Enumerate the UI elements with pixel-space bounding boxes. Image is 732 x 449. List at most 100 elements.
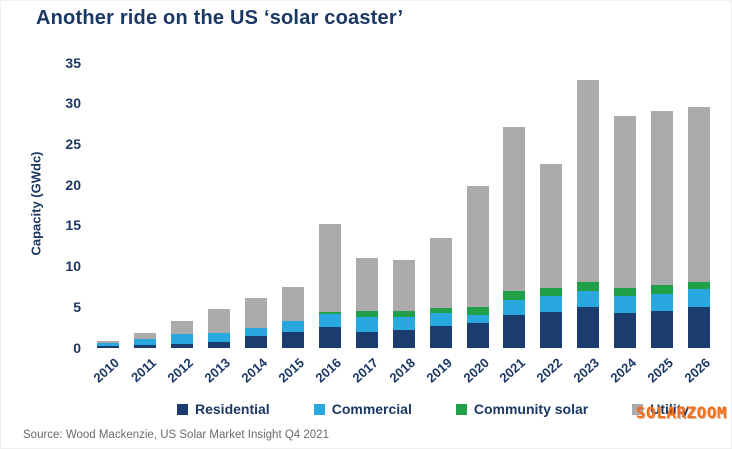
bar-2014 <box>244 297 267 348</box>
bar-segment-utility <box>97 341 119 344</box>
y-tick-15: 15 <box>65 217 81 234</box>
x-axis-labels: 2010 2011 2012 2013 2014 2015 2016 2017 2018 2019… <box>86 352 716 398</box>
bar-segment-residential <box>429 326 452 348</box>
bar-segment-utility <box>244 297 267 329</box>
bar-segment-utility <box>503 127 526 292</box>
legend-label: Community solar <box>473 401 589 417</box>
legend-label: Residential <box>195 401 270 417</box>
y-tick-20: 20 <box>65 176 81 193</box>
bar-2012 <box>170 321 193 348</box>
bar-segment-community-solar <box>540 288 563 297</box>
bar-2019 <box>429 237 452 348</box>
bar-segment-residential <box>133 345 156 348</box>
x-tick-2021: 2021 <box>496 355 529 386</box>
legend-label: Commercial <box>331 401 412 417</box>
bar-2025 <box>651 111 674 348</box>
bar-segment-residential <box>355 331 378 348</box>
bar-2013 <box>207 309 230 348</box>
bar-segment-community-solar <box>429 307 452 313</box>
x-tick-2013: 2013 <box>201 355 233 386</box>
bar-segment-commercial <box>540 296 563 312</box>
bar-segment-commercial <box>244 328 267 336</box>
bar-segment-utility <box>318 224 341 312</box>
bar-segment-utility <box>614 116 637 289</box>
bar-segment-community-solar <box>466 306 489 315</box>
bar-segment-utility <box>688 106 711 283</box>
x-tick-2020: 2020 <box>460 355 492 386</box>
bar-segment-residential <box>281 331 304 348</box>
plot-area <box>86 63 716 348</box>
x-tick-2022: 2022 <box>533 355 566 386</box>
bar-2023 <box>577 80 600 348</box>
x-tick-2019: 2019 <box>423 355 455 386</box>
bar-segment-commercial <box>651 293 674 311</box>
bar-segment-residential <box>540 311 563 348</box>
watermark: SOLARZOOM <box>635 403 727 422</box>
bar-2011 <box>133 332 156 348</box>
x-tick-2017: 2017 <box>349 355 381 386</box>
bar-segment-community-solar <box>614 288 637 296</box>
y-tick-5: 5 <box>73 298 81 315</box>
bar-segment-commercial <box>466 314 489 323</box>
bar-segment-residential <box>466 322 489 348</box>
y-tick-10: 10 <box>65 258 81 275</box>
bar-segment-residential <box>614 313 637 348</box>
bar-2017 <box>355 258 378 348</box>
y-tick-30: 30 <box>65 95 81 112</box>
x-tick-2025: 2025 <box>644 355 677 386</box>
legend-item-community-solar: Community solar <box>455 401 589 417</box>
bar-segment-residential <box>651 310 674 348</box>
x-tick-2012: 2012 <box>164 355 196 386</box>
bar-segment-residential <box>207 341 230 348</box>
bar-segment-commercial <box>614 295 637 314</box>
bar-segment-community-solar <box>503 291 526 300</box>
bar-segment-commercial <box>355 317 378 332</box>
bar-segment-utility <box>355 258 378 312</box>
community-solar-swatch-icon <box>455 403 467 415</box>
bar-segment-commercial <box>281 320 304 332</box>
x-tick-2026: 2026 <box>681 355 714 386</box>
bar-segment-commercial <box>207 332 230 342</box>
y-axis-ticks: 0 5 10 15 20 25 30 35 <box>1 1 81 448</box>
utility-swatch-icon <box>632 403 644 415</box>
bar-2020 <box>466 185 489 348</box>
x-tick-2023: 2023 <box>570 355 603 386</box>
bar-segment-commercial <box>392 316 415 331</box>
bar-segment-utility <box>577 80 600 283</box>
bar-segment-commercial <box>97 343 119 346</box>
bar-segment-community-solar <box>318 311 341 314</box>
bar-2016 <box>318 224 341 348</box>
bar-segment-residential <box>392 330 415 348</box>
source-text: Source: Wood Mackenzie, US Solar Market … <box>23 429 329 441</box>
bar-2018 <box>392 260 415 348</box>
bar-segment-utility <box>540 163 563 289</box>
bar-2010 <box>97 341 119 348</box>
bar-segment-commercial <box>170 334 193 344</box>
bar-segment-residential <box>170 343 193 348</box>
bar-segment-commercial <box>577 291 600 308</box>
bar-2026 <box>688 106 711 348</box>
bar-segment-commercial <box>133 339 156 346</box>
bar-segment-community-solar <box>651 285 674 294</box>
bar-segment-utility <box>170 321 193 335</box>
bar-segment-community-solar <box>355 311 378 318</box>
bar-segment-utility <box>133 332 156 340</box>
residential-swatch-icon <box>177 403 188 415</box>
bar-segment-community-solar <box>392 311 415 317</box>
legend: Residential Commercial Community solar U… <box>177 401 689 417</box>
x-tick-2014: 2014 <box>238 355 270 386</box>
bar-segment-community-solar <box>688 282 711 290</box>
x-tick-2016: 2016 <box>312 355 344 386</box>
bar-2021 <box>503 127 526 348</box>
bar-2022 <box>540 163 563 348</box>
bar-2015 <box>281 286 304 348</box>
bar-segment-community-solar <box>577 282 600 292</box>
bar-segment-residential <box>318 326 341 348</box>
bar-segment-commercial <box>318 313 341 327</box>
commercial-swatch-icon <box>313 403 325 415</box>
x-tick-2024: 2024 <box>607 355 640 386</box>
bar-segment-utility <box>207 309 230 333</box>
bar-segment-utility <box>392 260 415 312</box>
legend-item-residential: Residential <box>177 401 270 417</box>
